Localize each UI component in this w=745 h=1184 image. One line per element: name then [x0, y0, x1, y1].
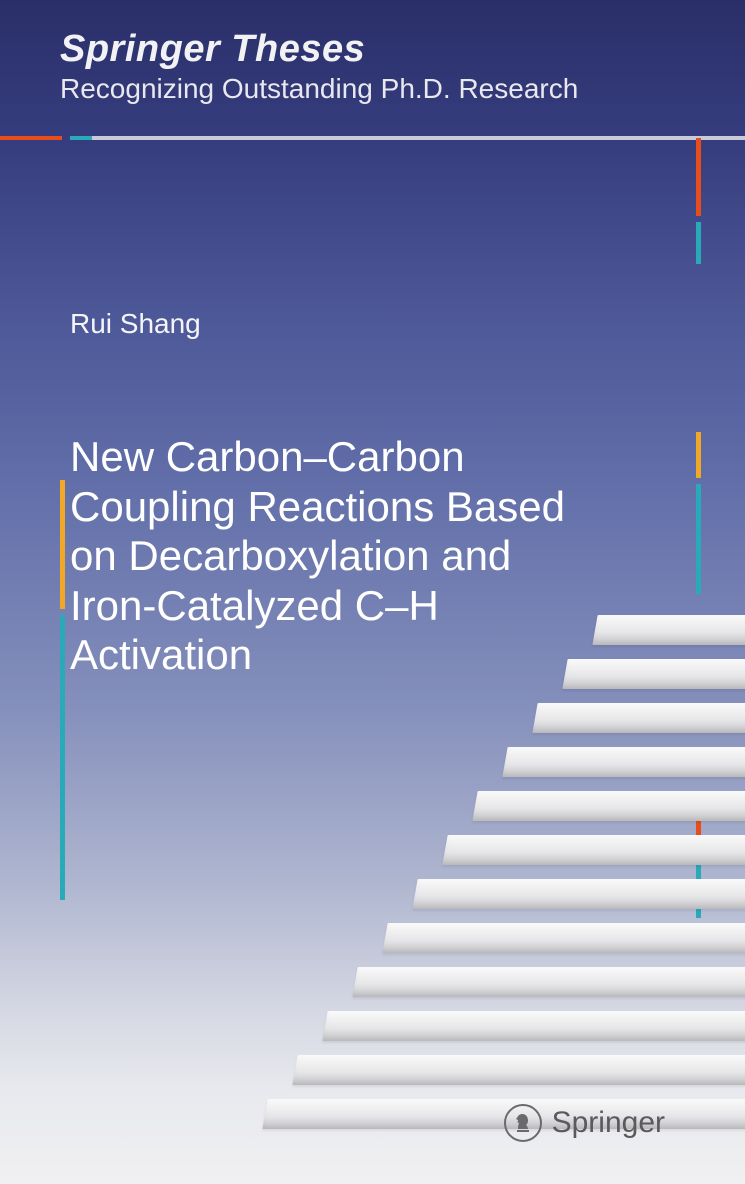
bar-segment-orange: [696, 138, 701, 216]
series-header: Springer Theses Recognizing Outstanding …: [0, 0, 745, 125]
top-accent-rule: [0, 136, 745, 140]
stair-step: [442, 835, 745, 865]
stair-step: [412, 879, 745, 909]
stair-step: [532, 703, 745, 733]
stair-step: [352, 967, 745, 997]
bar-segment-yellow: [60, 480, 65, 609]
rule-segment-cyan: [70, 136, 92, 140]
chess-horse-icon: [504, 1104, 542, 1142]
book-cover: Springer Theses Recognizing Outstanding …: [0, 0, 745, 1184]
rule-segment-orange: [0, 136, 62, 140]
stair-step: [592, 615, 745, 645]
publisher-name: Springer: [552, 1106, 665, 1140]
series-title: Springer Theses: [60, 28, 705, 71]
staircase-graphic: [245, 509, 745, 1129]
rule-segment-grey: [92, 136, 745, 140]
series-subtitle: Recognizing Outstanding Ph.D. Research: [60, 73, 705, 105]
publisher-block: Springer: [504, 1104, 665, 1142]
left-accent-bar: [60, 480, 65, 900]
stair-step: [292, 1055, 745, 1085]
stair-step: [562, 659, 745, 689]
author-name: Rui Shang: [70, 308, 201, 340]
stair-step: [502, 747, 745, 777]
bar-gap: [696, 264, 701, 432]
rule-gap: [62, 136, 70, 140]
stair-step: [472, 791, 745, 821]
stair-step: [322, 1011, 745, 1041]
bar-segment-cyan: [696, 222, 701, 264]
bar-segment-yellow: [696, 432, 701, 478]
stair-step: [382, 923, 745, 953]
bar-segment-cyan: [60, 615, 65, 900]
